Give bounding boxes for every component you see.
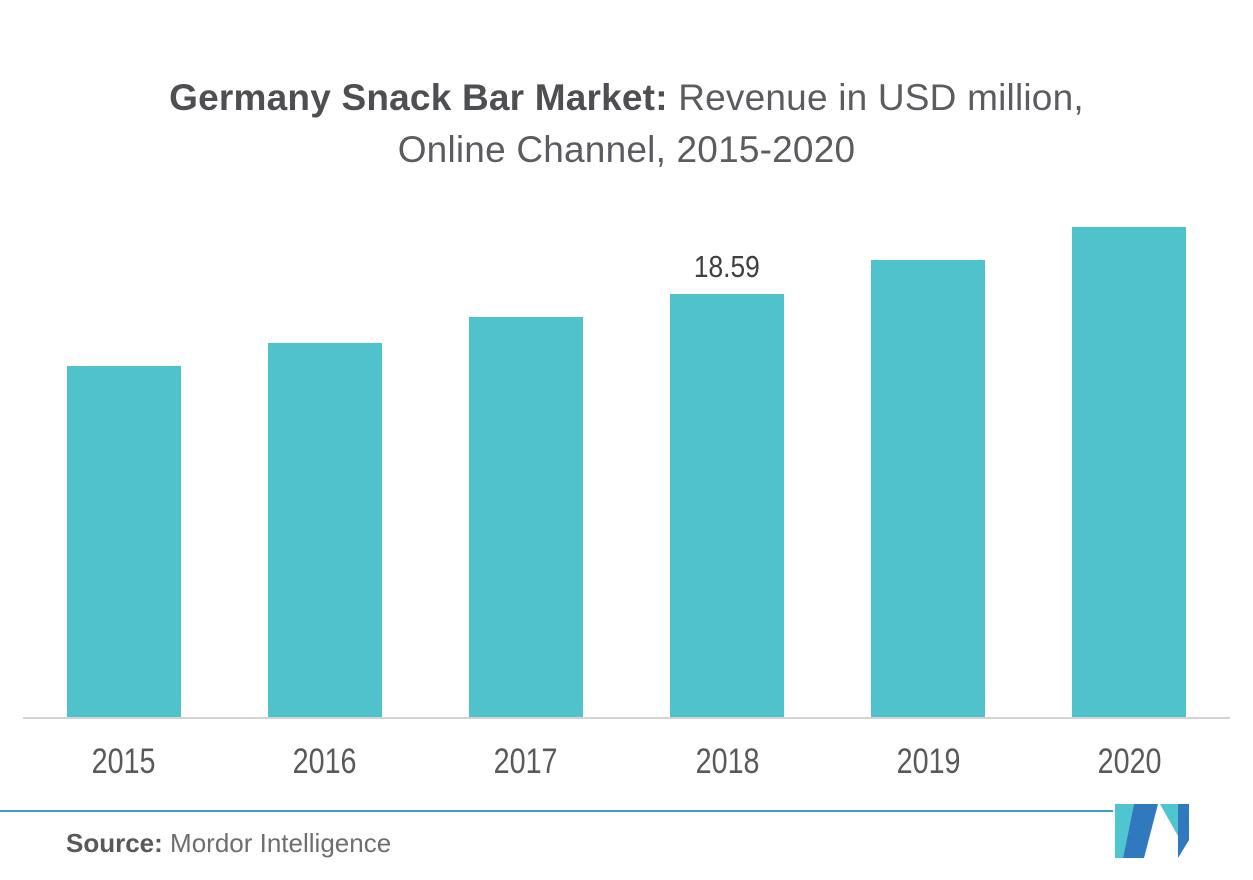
x-axis-label-2020: 2020 bbox=[1097, 742, 1162, 781]
bar-2018 bbox=[670, 294, 785, 717]
bar-cell-2020 bbox=[1029, 194, 1230, 717]
chart-title: Germany Snack Bar Market: Revenue in USD… bbox=[0, 72, 1253, 176]
x-axis-label-2015: 2015 bbox=[91, 742, 156, 781]
bar-value-label-2018: 18.59 bbox=[694, 249, 761, 284]
bar-2017 bbox=[468, 317, 583, 717]
x-axis-labels: 2015 2016 2017 2018 2019 2020 bbox=[23, 742, 1230, 782]
bar-cell-2017 bbox=[425, 194, 626, 717]
bar-plot: 18.59 bbox=[23, 194, 1230, 719]
mordor-intelligence-logo bbox=[1113, 804, 1189, 858]
chart-title-regular: Revenue in USD million, bbox=[678, 77, 1084, 118]
chart-title-line2: Online Channel, 2015-2020 bbox=[397, 129, 856, 170]
bar-cell-2018: 18.59 bbox=[627, 194, 828, 717]
x-axis-label-2017: 2017 bbox=[493, 742, 558, 781]
bar-2019 bbox=[871, 260, 986, 717]
bar-cell-2015 bbox=[23, 194, 224, 717]
bar-cell-2016 bbox=[224, 194, 425, 717]
chart-title-line1: Germany Snack Bar Market: Revenue in USD… bbox=[0, 72, 1253, 124]
bar-2015 bbox=[66, 366, 181, 717]
bar-cell-2019 bbox=[828, 194, 1029, 717]
footer-rule bbox=[0, 810, 1113, 812]
bar-2016 bbox=[267, 343, 382, 717]
bar-2020 bbox=[1072, 227, 1187, 717]
source-value: Mordor Intelligence bbox=[170, 828, 392, 858]
source-note: Source: Mordor Intelligence bbox=[66, 828, 391, 859]
x-axis-label-2018: 2018 bbox=[695, 742, 760, 781]
x-axis-label-2019: 2019 bbox=[896, 742, 961, 781]
source-label: Source: bbox=[66, 828, 163, 858]
chart-title-bold: Germany Snack Bar Market: bbox=[169, 77, 668, 118]
logo-m-icon bbox=[1115, 804, 1189, 858]
x-axis-label-2016: 2016 bbox=[292, 742, 357, 781]
